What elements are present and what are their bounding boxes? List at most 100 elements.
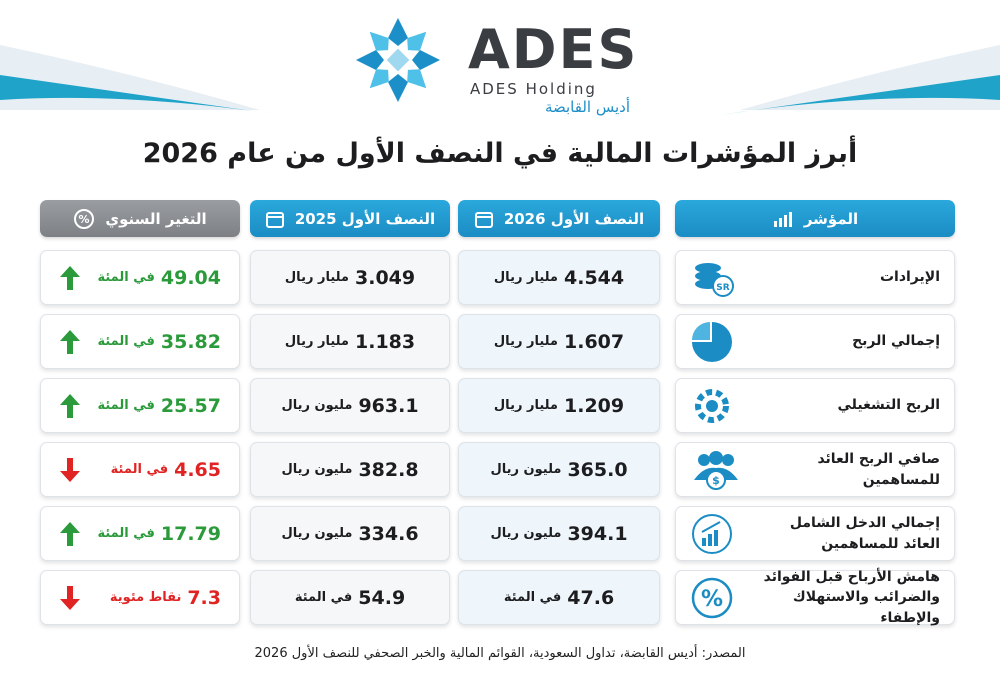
change-unit: في المئة bbox=[97, 398, 155, 413]
indicator-cell: إجمالي الدخل الشامل العائد للمساهمين bbox=[675, 506, 955, 561]
column-header: النصف الأول 2025 bbox=[250, 200, 450, 237]
unit: مليون ريال bbox=[490, 462, 562, 477]
value-cell: 963.1 مليون ريال bbox=[250, 378, 450, 433]
value: 3.049 bbox=[355, 266, 416, 289]
value: 365.0 bbox=[567, 458, 628, 481]
trend-arrow bbox=[59, 585, 81, 611]
change-text: 25.57 في المئة bbox=[97, 395, 221, 417]
column-header: التغير السنوي% bbox=[40, 200, 240, 237]
column-header: المؤشر bbox=[675, 200, 955, 237]
change-cell: 25.57 في المئة bbox=[40, 378, 240, 433]
value-cell: 4.544 مليار ريال bbox=[458, 250, 660, 305]
swoosh bbox=[0, 45, 260, 110]
row-icon bbox=[690, 320, 734, 364]
svg-text:%: % bbox=[701, 587, 723, 612]
brand-sub: ADES Holding bbox=[470, 80, 597, 98]
change-cell: 4.65 في المئة bbox=[40, 442, 240, 497]
decor bbox=[0, 18, 1000, 115]
change-unit: في المئة bbox=[97, 334, 155, 349]
swoosh bbox=[740, 45, 1000, 110]
unit: مليون ريال bbox=[281, 398, 353, 413]
trend-arrow bbox=[59, 521, 81, 547]
trend-arrow bbox=[59, 457, 81, 483]
svg-text:SR: SR bbox=[716, 283, 729, 293]
source: المصدر: أديس القابضة، تداول السعودية، ال… bbox=[254, 646, 746, 661]
value: 4.544 bbox=[564, 266, 625, 289]
value-cell: 1.183 مليار ريال bbox=[250, 314, 450, 369]
value: 963.1 bbox=[358, 394, 419, 417]
value-cell: 365.0 مليون ريال bbox=[458, 442, 660, 497]
value-cell: 47.6 في المئة bbox=[458, 570, 660, 625]
value: 1.607 bbox=[564, 330, 625, 353]
indicator-label: صافي الربح العائد للمساهمين bbox=[817, 451, 940, 488]
row-icon: % bbox=[690, 576, 734, 620]
trend-arrow bbox=[59, 329, 81, 355]
value-cell: 334.6 مليون ريال bbox=[250, 506, 450, 561]
value: 382.8 bbox=[358, 458, 419, 481]
value: 394.1 bbox=[567, 522, 628, 545]
header-icon bbox=[474, 209, 494, 229]
row-icon bbox=[690, 512, 734, 556]
logo-mark bbox=[356, 18, 440, 102]
indicator-label: إجمالي الدخل الشامل العائد للمساهمين bbox=[789, 515, 940, 552]
swoosh bbox=[0, 75, 280, 115]
change-value: 4.65 bbox=[174, 458, 221, 481]
header-icon: % bbox=[73, 208, 95, 230]
unit: في المئة bbox=[294, 590, 353, 605]
value-cell: 3.049 مليار ريال bbox=[250, 250, 450, 305]
change-unit: في المئة bbox=[97, 526, 155, 541]
change-text: 49.04 في المئة bbox=[97, 267, 221, 289]
unit: مليار ريال bbox=[284, 270, 349, 285]
indicator-cell: الربح التشغيلي bbox=[675, 378, 955, 433]
svg-text:$: $ bbox=[712, 474, 720, 487]
unit: مليون ريال bbox=[281, 462, 353, 477]
row-icon bbox=[690, 384, 734, 428]
indicator-label: الإيرادات bbox=[879, 269, 940, 286]
change-unit: في المئة bbox=[110, 462, 169, 477]
column-title: النصف الأول 2026 bbox=[503, 209, 645, 228]
header-icon bbox=[772, 210, 794, 228]
column-title: المؤشر bbox=[803, 209, 859, 228]
indicator-cell: هامش الأرباح قبل الفوائد والضرائب والاست… bbox=[675, 569, 955, 626]
change-value: 25.57 bbox=[160, 394, 221, 417]
unit: في المئة bbox=[503, 590, 562, 605]
change-value: 49.04 bbox=[160, 266, 221, 289]
column-title: التغير السنوي bbox=[105, 209, 207, 228]
change-text: 17.79 في المئة bbox=[97, 523, 221, 545]
value-cell: 382.8 مليون ريال bbox=[250, 442, 450, 497]
indicator-cell: الإيرادات SR bbox=[675, 250, 955, 305]
title: أبرز المؤشرات المالية في النصف الأول من … bbox=[142, 138, 858, 169]
unit: مليار ريال bbox=[493, 398, 558, 413]
change-cell: 7.3 نقاط مئوية bbox=[40, 570, 240, 625]
row-icon: $ bbox=[690, 448, 742, 492]
unit: مليون ريال bbox=[490, 526, 562, 541]
row-icon: SR bbox=[690, 258, 736, 298]
unit: مليار ريال bbox=[493, 334, 558, 349]
value: 1.183 bbox=[355, 330, 416, 353]
change-unit: نقاط مئوية bbox=[109, 590, 182, 605]
value: 47.6 bbox=[567, 586, 615, 609]
value-cell: 54.9 في المئة bbox=[250, 570, 450, 625]
indicator-cell: صافي الربح العائد للمساهمين $ bbox=[675, 442, 955, 497]
trend-arrow bbox=[59, 265, 81, 291]
indicator-label: الربح التشغيلي bbox=[837, 397, 941, 414]
change-value: 35.82 bbox=[160, 330, 221, 353]
brand: ADES bbox=[468, 18, 639, 81]
value-cell: 1.209 مليار ريال bbox=[458, 378, 660, 433]
trend-arrow bbox=[59, 393, 81, 419]
unit: مليار ريال bbox=[493, 270, 558, 285]
unit: مليار ريال bbox=[284, 334, 349, 349]
change-cell: 17.79 في المئة bbox=[40, 506, 240, 561]
change-unit: في المئة bbox=[97, 270, 155, 285]
svg-text:%: % bbox=[79, 213, 90, 226]
value: 1.209 bbox=[564, 394, 625, 417]
value: 334.6 bbox=[358, 522, 419, 545]
unit: مليون ريال bbox=[281, 526, 353, 541]
indicator-label: هامش الأرباح قبل الفوائد والضرائب والاست… bbox=[763, 569, 940, 626]
change-value: 7.3 bbox=[187, 586, 221, 609]
brand-ar: أديس القابضة bbox=[544, 98, 630, 116]
change-cell: 49.04 في المئة bbox=[40, 250, 240, 305]
change-text: 4.65 في المئة bbox=[111, 459, 221, 481]
value-cell: 394.1 مليون ريال bbox=[458, 506, 660, 561]
